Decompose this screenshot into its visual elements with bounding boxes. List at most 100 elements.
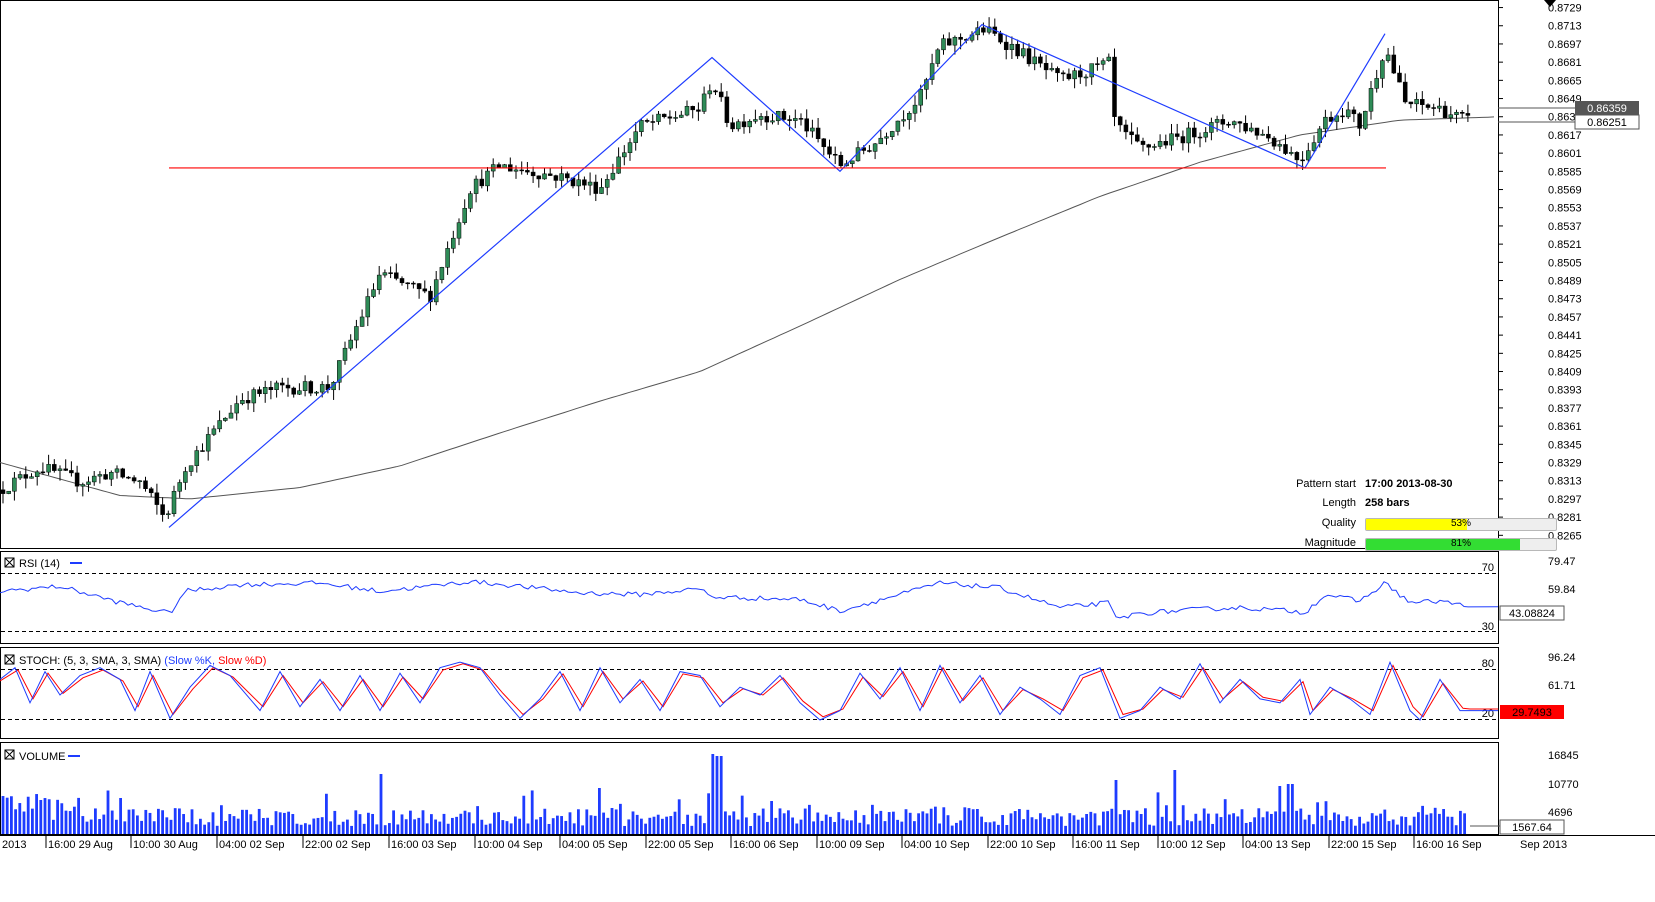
- volume-bar: [484, 824, 488, 834]
- volume-bar: [1060, 816, 1063, 834]
- bear-candle: [479, 178, 485, 187]
- volume-bar: [413, 819, 416, 834]
- rsi-current-label: 43.08824: [1509, 608, 1555, 620]
- volume-current-label: 1567.64: [1512, 822, 1552, 834]
- volume-label: VOLUME: [19, 751, 65, 763]
- volume-bar: [635, 814, 639, 834]
- volume-bar: [934, 806, 937, 834]
- bear-candle: [422, 288, 428, 292]
- bull-candle: [297, 390, 302, 395]
- bear-candle: [411, 282, 416, 285]
- volume-bar: [253, 820, 257, 834]
- volume-bar: [1223, 799, 1227, 834]
- volume-bar: [249, 814, 253, 834]
- bear-candle: [1328, 116, 1334, 122]
- bull-candle: [468, 193, 473, 209]
- bear-candle: [667, 116, 673, 119]
- bear-candle: [126, 476, 131, 479]
- volume-bar: [837, 812, 841, 834]
- pattern-start-label: Pattern start: [1296, 478, 1356, 490]
- bull-candle: [166, 513, 171, 515]
- bear-candle: [724, 96, 730, 123]
- price-tick-label: 0.8665: [1548, 75, 1582, 87]
- volume-bar: [808, 804, 811, 834]
- volume-bar: [1148, 824, 1151, 834]
- volume-bar: [1442, 809, 1445, 834]
- volume-bar: [312, 818, 316, 834]
- rsi-level-70-label: 70: [1482, 562, 1494, 574]
- volume-bar: [39, 800, 43, 834]
- bull-candle: [610, 172, 616, 180]
- volume-bar: [207, 822, 211, 834]
- bear-candle: [1459, 111, 1465, 114]
- time-axis: 2013 16:00 29 Aug 10:00 30 Aug 04:00 02 Sep…: [2, 836, 1567, 851]
- bull-candle: [1323, 116, 1328, 130]
- volume-bar: [320, 817, 324, 834]
- bull-candle: [1106, 56, 1112, 61]
- bull-candle: [770, 120, 775, 123]
- volume-bar: [102, 814, 106, 834]
- volume-bar: [1081, 817, 1084, 834]
- bull-candle: [91, 475, 97, 483]
- time-tick-label: 04:00 02 Sep: [219, 839, 284, 851]
- volume-bar: [1341, 820, 1345, 834]
- volume-bar: [325, 793, 328, 834]
- volume-bar: [56, 799, 59, 834]
- bear-candle: [1026, 48, 1032, 65]
- volume-bar: [10, 796, 13, 834]
- price-tick-label: 0.8681: [1548, 57, 1582, 69]
- bull-candle: [1157, 141, 1163, 147]
- scroll-marker-icon[interactable]: [1544, 0, 1556, 7]
- volume-bar: [186, 822, 190, 834]
- volume-tick-mid: 10770: [1548, 779, 1579, 791]
- volume-bar: [724, 811, 727, 834]
- bull-candle: [1448, 114, 1454, 119]
- bull-candle: [679, 114, 684, 118]
- volume-bar: [1307, 814, 1311, 834]
- price-tick-label: 0.8313: [1548, 476, 1582, 488]
- time-tick-label: 16:00 29 Aug: [48, 839, 113, 851]
- bear-candle: [832, 153, 838, 156]
- volume-bar: [1186, 820, 1189, 834]
- volume-tick-low: 4696: [1548, 807, 1572, 819]
- volume-bar: [194, 824, 198, 834]
- pattern-lines-layer: [168, 23, 1386, 528]
- volume-bar: [887, 812, 891, 834]
- bear-candle: [308, 381, 314, 394]
- volume-bar: [1034, 819, 1038, 834]
- volume-bar: [157, 808, 160, 834]
- bear-candle: [200, 450, 205, 452]
- volume-bar: [875, 813, 878, 834]
- volume-bar: [871, 804, 874, 834]
- bear-candle: [257, 389, 262, 394]
- volume-bar: [127, 809, 131, 834]
- bull-candle: [337, 360, 342, 383]
- pattern-start-row: Pattern start 17:00 2013-08-30: [1268, 478, 1568, 494]
- volume-bar: [824, 814, 828, 834]
- bull-candle: [1072, 70, 1077, 80]
- bull-candle: [1454, 111, 1459, 115]
- bear-candle: [838, 155, 844, 167]
- bear-candle: [804, 118, 809, 132]
- time-tick-label: 10:00 04 Sep: [477, 839, 542, 851]
- volume-bar: [81, 816, 85, 834]
- svg-text:STOCH: (5, 3, SMA, 3, SMA) (Sl: STOCH: (5, 3, SMA, 3, SMA) (Slow %K, Slo…: [19, 655, 266, 667]
- volume-bar: [1463, 813, 1466, 834]
- volume-bar: [425, 823, 429, 834]
- volume-bar: [703, 823, 706, 834]
- bull-candle: [633, 131, 638, 143]
- bear-candle: [1135, 134, 1140, 142]
- bull-candle: [234, 403, 239, 414]
- volume-bar: [1232, 813, 1235, 834]
- volume-bar: [950, 825, 954, 834]
- volume-bar: [1156, 792, 1160, 834]
- volume-bar: [228, 814, 232, 834]
- stoch-current-badge: 29.7493: [1500, 705, 1564, 719]
- bear-candle: [530, 171, 536, 177]
- volume-bar: [577, 809, 580, 834]
- bull-candle: [1021, 48, 1026, 57]
- volume-bar: [606, 817, 610, 834]
- volume-bar: [1425, 814, 1429, 834]
- volume-bar: [698, 815, 702, 834]
- volume-bar: [690, 825, 694, 834]
